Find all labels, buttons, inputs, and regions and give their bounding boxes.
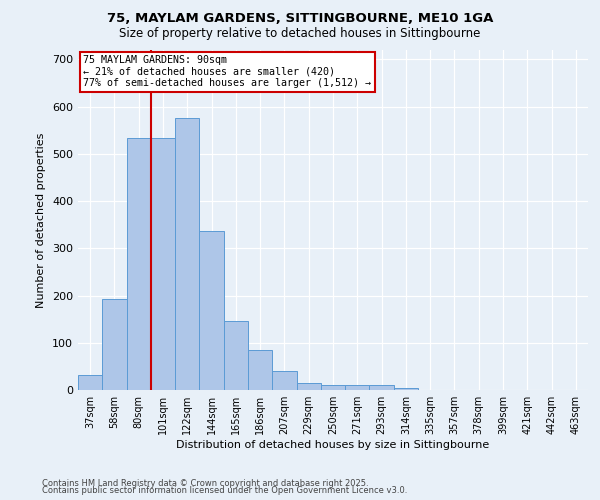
Bar xyxy=(224,320,248,390)
Bar xyxy=(248,350,272,390)
Bar xyxy=(175,118,199,390)
Bar xyxy=(296,384,321,390)
Text: Contains HM Land Registry data © Crown copyright and database right 2025.: Contains HM Land Registry data © Crown c… xyxy=(42,478,368,488)
X-axis label: Distribution of detached houses by size in Sittingbourne: Distribution of detached houses by size … xyxy=(176,440,490,450)
Bar xyxy=(199,232,224,390)
Text: Size of property relative to detached houses in Sittingbourne: Size of property relative to detached ho… xyxy=(119,28,481,40)
Text: 75 MAYLAM GARDENS: 90sqm
← 21% of detached houses are smaller (420)
77% of semi-: 75 MAYLAM GARDENS: 90sqm ← 21% of detach… xyxy=(83,55,371,88)
Bar xyxy=(321,386,345,390)
Bar xyxy=(127,138,151,390)
Bar xyxy=(151,138,175,390)
Bar xyxy=(394,388,418,390)
Bar xyxy=(78,375,102,390)
Bar xyxy=(370,386,394,390)
Bar xyxy=(102,299,127,390)
Text: Contains public sector information licensed under the Open Government Licence v3: Contains public sector information licen… xyxy=(42,486,407,495)
Y-axis label: Number of detached properties: Number of detached properties xyxy=(37,132,46,308)
Bar xyxy=(345,386,370,390)
Bar xyxy=(272,370,296,390)
Text: 75, MAYLAM GARDENS, SITTINGBOURNE, ME10 1GA: 75, MAYLAM GARDENS, SITTINGBOURNE, ME10 … xyxy=(107,12,493,26)
